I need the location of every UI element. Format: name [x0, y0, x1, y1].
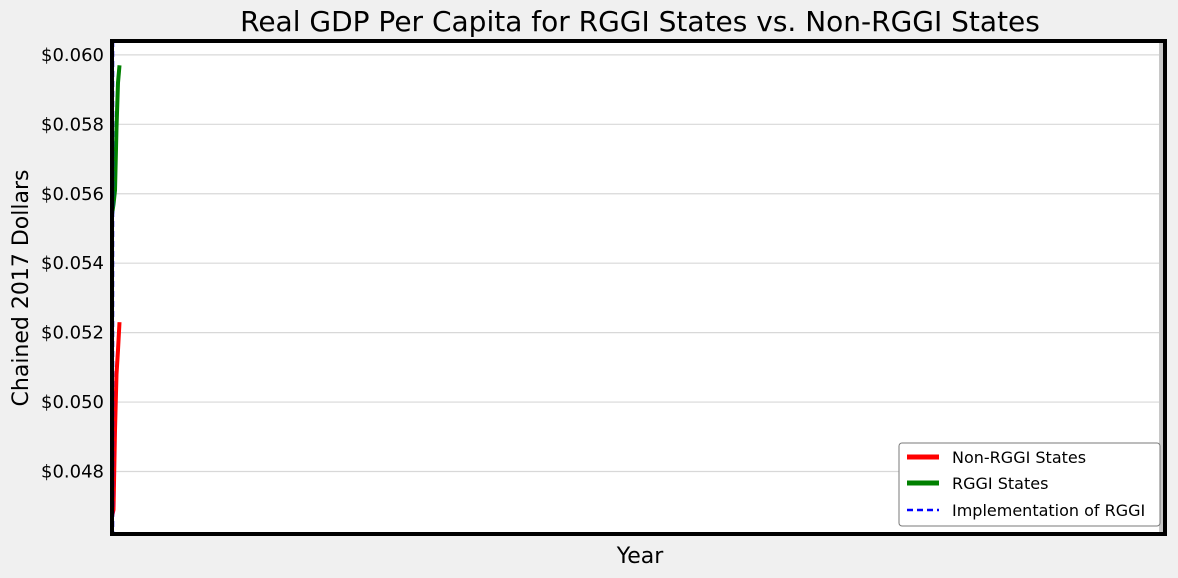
plot-frame [110, 39, 1167, 536]
y-tick-label: $0.060 [41, 45, 104, 66]
x-axis-label: Year [616, 544, 665, 569]
y-axis-ticks: $0.048 $0.050 $0.052 $0.054 $0.056 $0.058 $0.0… [41, 45, 104, 483]
y-tick-label: $0.058 [41, 114, 104, 135]
y-axis-label: Chained 2017 Dollars [9, 170, 34, 407]
chart-title: Real GDP Per Capita for RGGI States vs. … [240, 5, 1040, 38]
legend-box [898, 442, 1161, 527]
y-tick-label: $0.056 [41, 184, 104, 205]
y-tick-label: $0.054 [41, 253, 104, 274]
legend: Non-RGGI States RGGI States Implementati… [898, 442, 1161, 527]
right-edge-shade [1159, 41, 1165, 534]
legend-label-non-rggi: Non-RGGI States [952, 448, 1086, 467]
y-tick-label: $0.048 [41, 462, 104, 483]
legend-label-implementation: Implementation of RGGI [952, 501, 1145, 520]
grid-lines [112, 54, 1165, 473]
y-tick-label: $0.050 [41, 392, 104, 413]
legend-label-rggi: RGGI States [952, 474, 1048, 493]
y-tick-label: $0.052 [41, 323, 104, 344]
